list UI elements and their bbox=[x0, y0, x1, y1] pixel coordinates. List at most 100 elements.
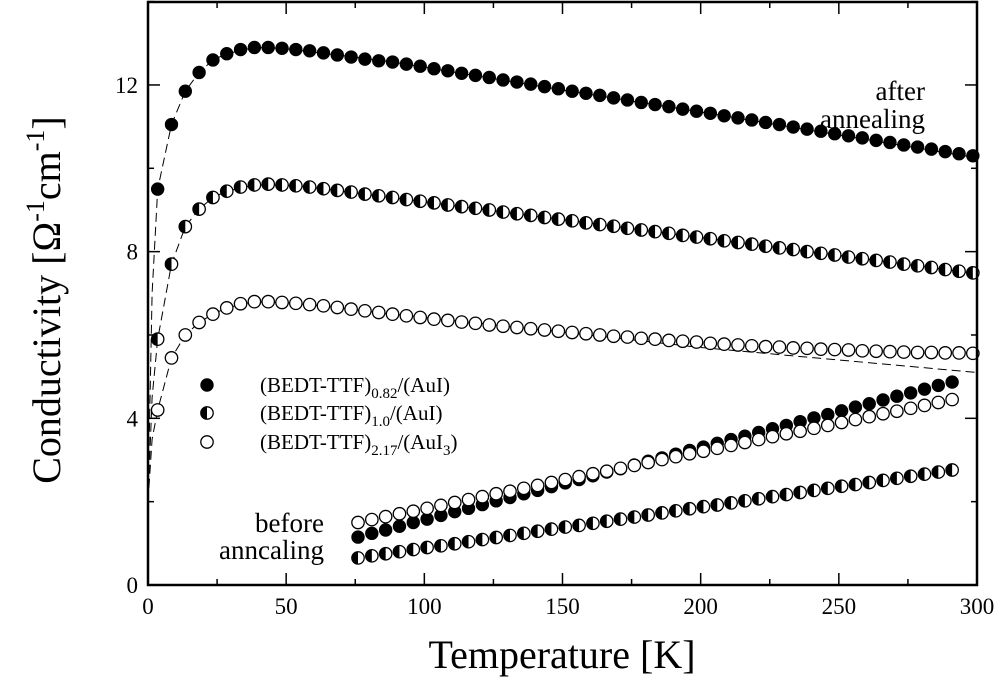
data-point bbox=[641, 508, 656, 522]
data-point bbox=[461, 492, 476, 507]
data-point bbox=[862, 475, 877, 490]
data-point bbox=[516, 481, 531, 496]
data-point bbox=[744, 338, 759, 353]
data-point bbox=[593, 88, 607, 103]
data-point bbox=[890, 404, 904, 419]
fit-curve-1 bbox=[147, 184, 978, 502]
data-point bbox=[620, 330, 635, 344]
data-point bbox=[931, 395, 946, 410]
annotation-before-line1: before bbox=[255, 508, 324, 538]
data-point bbox=[758, 239, 773, 254]
data-point bbox=[696, 444, 711, 459]
data-point bbox=[399, 57, 414, 71]
data-point bbox=[510, 75, 524, 89]
data-point bbox=[599, 514, 614, 529]
data-point bbox=[330, 183, 345, 198]
data-point bbox=[655, 452, 669, 467]
data-point bbox=[219, 184, 234, 199]
data-point bbox=[378, 509, 393, 524]
data-point bbox=[917, 467, 932, 482]
legend-label: (BEDT-TTF)0.82/(AuI) bbox=[260, 373, 450, 402]
data-point bbox=[827, 342, 842, 357]
data-point bbox=[275, 41, 289, 55]
data-point bbox=[924, 260, 939, 275]
data-point bbox=[634, 331, 649, 346]
data-point bbox=[903, 401, 918, 416]
data-point bbox=[558, 472, 573, 487]
data-point bbox=[150, 332, 165, 346]
data-point bbox=[952, 147, 966, 161]
data-point bbox=[820, 481, 835, 496]
data-point bbox=[876, 393, 890, 407]
data-point bbox=[530, 478, 545, 493]
data-point bbox=[496, 319, 510, 334]
data-point bbox=[731, 338, 745, 352]
data-point bbox=[406, 515, 420, 530]
data-point bbox=[751, 491, 766, 506]
data-point bbox=[572, 469, 586, 484]
data-point bbox=[316, 46, 331, 60]
data-point bbox=[738, 493, 752, 508]
data-point bbox=[275, 178, 289, 192]
data-point bbox=[910, 258, 925, 273]
data-point bbox=[952, 264, 966, 279]
data-point bbox=[219, 301, 234, 315]
data-point bbox=[724, 438, 738, 453]
data-point bbox=[800, 244, 814, 259]
data-point bbox=[206, 190, 220, 205]
data-point bbox=[247, 40, 262, 55]
data-point bbox=[903, 386, 918, 400]
tick-labels: 0 50 100 150 200 250 300 0 4 8 12 bbox=[115, 73, 994, 619]
data-point bbox=[668, 449, 683, 464]
data-point bbox=[289, 42, 303, 57]
data-point bbox=[420, 501, 434, 516]
data-point bbox=[447, 536, 462, 551]
data-point bbox=[841, 250, 856, 264]
data-point bbox=[592, 217, 607, 232]
data-point bbox=[537, 323, 552, 337]
data-point bbox=[392, 519, 407, 533]
data-point bbox=[938, 262, 953, 277]
data-point bbox=[648, 224, 662, 239]
data-point bbox=[662, 226, 676, 241]
data-point bbox=[675, 334, 690, 349]
data-point bbox=[316, 181, 331, 196]
data-point bbox=[876, 406, 890, 421]
x-tick-label: 0 bbox=[142, 594, 154, 619]
data-point bbox=[606, 329, 621, 344]
data-point bbox=[316, 298, 331, 313]
data-point bbox=[745, 113, 759, 127]
data-point bbox=[247, 178, 262, 192]
data-point bbox=[696, 499, 711, 514]
legend: (BEDT-TTF)0.82/(AuI) (BEDT-TTF)1.0/(AuI)… bbox=[200, 373, 457, 459]
data-point bbox=[482, 203, 497, 217]
data-point bbox=[440, 198, 455, 212]
data-point bbox=[738, 435, 752, 450]
data-point bbox=[220, 47, 234, 61]
data-point bbox=[302, 44, 317, 58]
data-point bbox=[765, 429, 780, 444]
data-point bbox=[731, 235, 745, 250]
legend-entry-0.82: (BEDT-TTF)0.82/(AuI) bbox=[200, 373, 450, 402]
data-point bbox=[378, 546, 393, 561]
data-point bbox=[634, 223, 649, 237]
y-tick-label: 8 bbox=[127, 240, 139, 265]
data-point bbox=[620, 93, 635, 107]
data-point bbox=[952, 346, 966, 360]
y-axis-label: Conductivity [Ω-1cm-1] bbox=[21, 116, 69, 484]
data-point bbox=[703, 231, 718, 246]
data-point bbox=[371, 188, 386, 203]
data-point bbox=[896, 257, 911, 271]
data-point bbox=[330, 48, 344, 62]
data-point bbox=[772, 241, 787, 255]
data-point bbox=[351, 551, 365, 565]
data-point bbox=[772, 117, 787, 132]
annotation-after-line2: annealing bbox=[820, 104, 925, 134]
data-point bbox=[385, 55, 400, 69]
data-point bbox=[565, 325, 580, 340]
data-point bbox=[351, 515, 365, 530]
data-point bbox=[883, 344, 897, 359]
data-point bbox=[358, 187, 372, 201]
data-point bbox=[662, 99, 676, 114]
data-point bbox=[807, 421, 821, 436]
